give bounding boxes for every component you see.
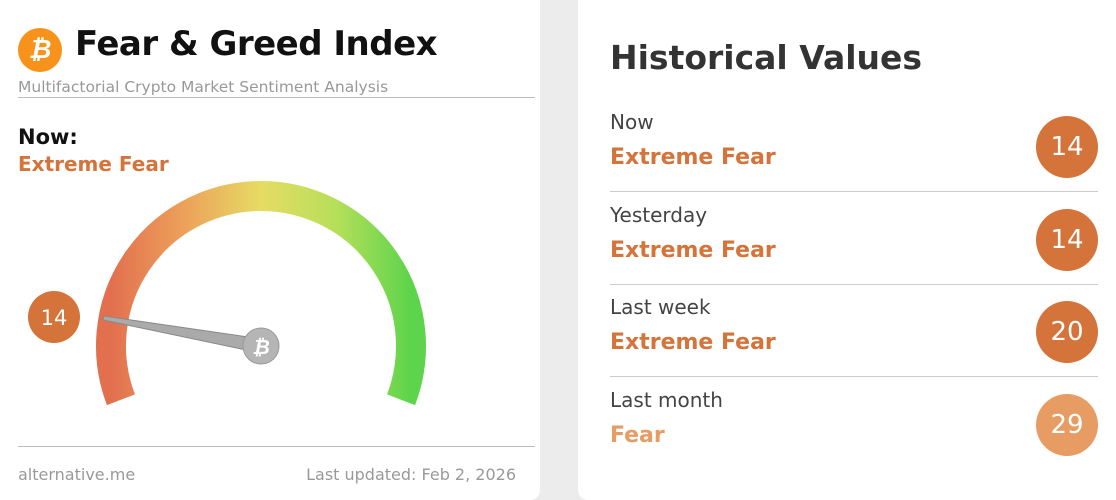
- history-classification: Fear: [610, 422, 665, 448]
- gauge-hub: [242, 327, 280, 365]
- gauge-arc: [96, 181, 426, 406]
- history-classification: Extreme Fear: [610, 145, 776, 170]
- bitcoin-icon: ₿: [252, 335, 270, 359]
- divider: [610, 191, 1098, 192]
- history-period: Now: [610, 110, 654, 134]
- history-row: Last week Extreme Fear 20: [610, 285, 1098, 377]
- history-row: Last month Fear 29: [610, 378, 1098, 470]
- now-classification: Extreme Fear: [18, 152, 169, 176]
- last-updated: Last updated: Feb 2, 2026: [306, 465, 516, 484]
- history-period: Last month: [610, 387, 723, 412]
- history-period: Yesterday: [610, 202, 708, 227]
- subtitle: Multifactorial Crypto Market Sentiment A…: [18, 78, 389, 96]
- divider: [18, 446, 535, 447]
- gauge: ₿ 14: [28, 181, 426, 406]
- history-value-badge: 29: [1036, 393, 1098, 456]
- bitcoin-icon: ₿: [18, 28, 62, 72]
- historical-title: Historical Values: [610, 38, 923, 77]
- gauge-needle: [102, 315, 263, 354]
- divider: [610, 283, 1098, 285]
- gauge-value-badge: [28, 291, 80, 343]
- history-value-badge: 14: [1036, 208, 1098, 271]
- page-title: Fear & Greed Index: [75, 24, 438, 64]
- fear-greed-card: ₿ Fear & Greed Index Multifactorial Cryp…: [0, 0, 540, 500]
- history-period: Last week: [610, 295, 711, 319]
- history-value-badge: 20: [1036, 301, 1098, 363]
- history-row: Now Extreme Fear 14: [610, 100, 1098, 192]
- history-classification: Extreme Fear: [610, 237, 776, 263]
- history-value-badge: 14: [1036, 116, 1098, 178]
- history-row: Yesterday Extreme Fear 14: [610, 193, 1098, 285]
- source-link[interactable]: alternative.me: [18, 465, 136, 484]
- now-label: Now:: [18, 125, 78, 149]
- divider: [610, 376, 1098, 377]
- history-classification: Extreme Fear: [610, 330, 776, 355]
- divider: [18, 97, 535, 98]
- historical-values-card: Historical Values Now Extreme Fear 14 Ye…: [578, 0, 1116, 500]
- gauge-value: 14: [41, 306, 68, 330]
